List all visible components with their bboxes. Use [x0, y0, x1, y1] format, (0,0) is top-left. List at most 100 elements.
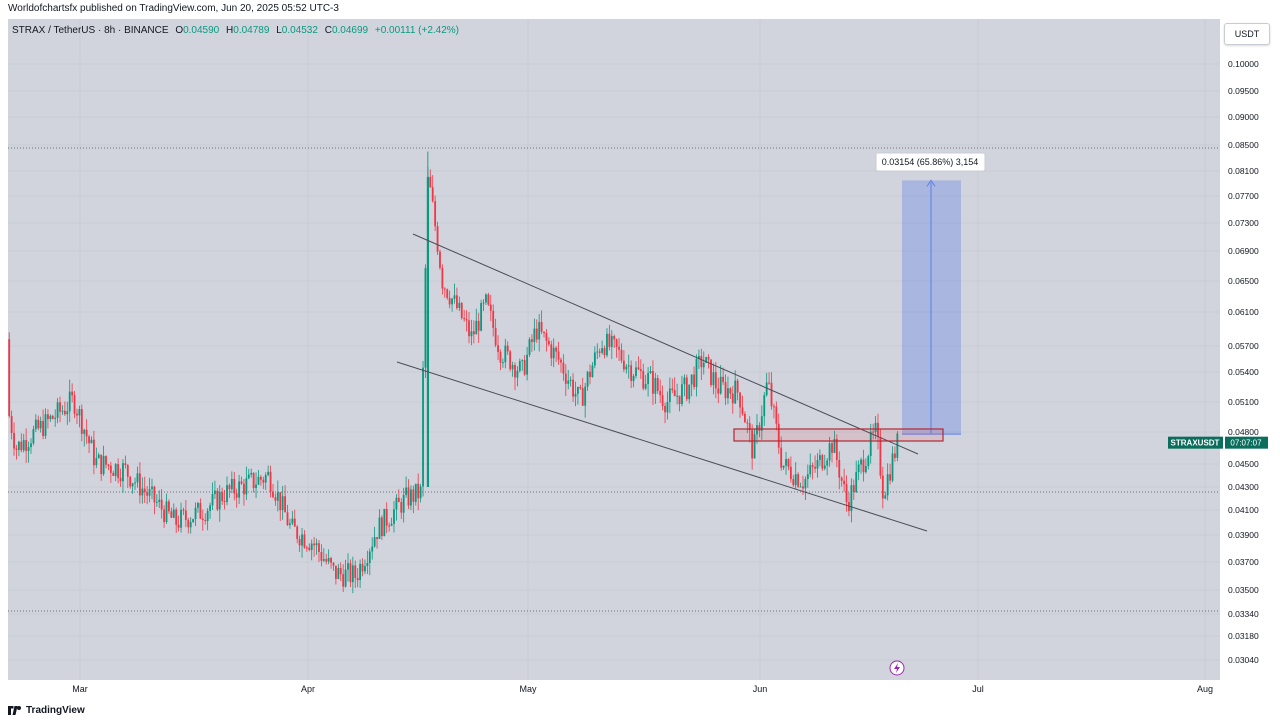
candle-body [852, 485, 855, 493]
chart-area[interactable] [8, 19, 1220, 680]
time-tick-label: Jun [753, 684, 768, 694]
candle-body [753, 434, 756, 459]
candle-body [789, 466, 792, 480]
candle-body [124, 463, 127, 466]
candle-body [857, 464, 860, 473]
candle-body [492, 310, 495, 329]
candle-body [216, 490, 219, 510]
candle-body [509, 351, 512, 370]
candle-body [160, 499, 163, 510]
candle-body [702, 362, 705, 368]
candle-body [775, 406, 778, 424]
candle-body [226, 485, 228, 502]
candle-body [543, 331, 545, 334]
candle-body [344, 569, 347, 587]
channel-lower-line [396, 361, 928, 532]
price-tick-label: 0.04100 [1228, 505, 1259, 515]
candle-body [378, 517, 381, 539]
candle-body [429, 176, 432, 188]
candle-body [463, 318, 466, 320]
symbol-name: STRAX / TetherUS · 8h · BINANCE [12, 25, 169, 36]
candle-body [487, 294, 490, 305]
candle-body [826, 460, 829, 466]
candle-body [117, 464, 120, 478]
last-price-symbol-tag [1168, 436, 1223, 449]
candle-body [782, 465, 785, 468]
channel-upper-line [412, 233, 919, 455]
candle-body [814, 466, 816, 469]
candle-body [681, 384, 683, 405]
candle-body [39, 420, 42, 429]
candle-body [284, 496, 286, 513]
price-tick-label: 0.03500 [1228, 585, 1259, 595]
measure-arrow-head-icon [926, 179, 936, 187]
candle-body [68, 391, 71, 412]
candle-body [337, 568, 340, 579]
candle-body [891, 453, 894, 481]
candle-body [155, 501, 158, 503]
candle-body [618, 346, 620, 350]
candle-body [168, 501, 170, 512]
price-tick-label: 0.08500 [1228, 140, 1259, 150]
candle-body [719, 376, 722, 394]
candle-body [255, 484, 257, 489]
price-tick-label: 0.03900 [1228, 530, 1259, 540]
candle-body [20, 441, 23, 451]
candle-body [83, 429, 86, 434]
candle-body [165, 501, 168, 523]
candle-body [119, 477, 122, 482]
candle-body [434, 201, 437, 227]
candle-body [42, 420, 44, 437]
candle-body [158, 499, 161, 502]
candle-body [313, 543, 316, 546]
candle-body [245, 478, 248, 495]
high-value: 0.04789 [233, 25, 270, 36]
currency-button[interactable]: USDT [1224, 23, 1270, 45]
candle-body [148, 489, 151, 496]
candle-body [620, 349, 623, 361]
candle-body [448, 297, 451, 305]
candle-body [63, 410, 66, 415]
candle-body [206, 510, 209, 522]
time-tick-label: Apr [301, 684, 315, 694]
candle-body [482, 302, 485, 304]
candle-body [569, 379, 572, 381]
candle-body [567, 380, 570, 384]
candle-body [540, 322, 543, 332]
candle-body [838, 460, 841, 478]
candle-body [644, 384, 647, 389]
candle-body [380, 517, 383, 537]
candle-body [867, 456, 870, 466]
candle-body [93, 439, 95, 466]
candle-body [451, 298, 453, 305]
candle-body [608, 333, 611, 348]
candle-body [560, 359, 562, 363]
candle-body [90, 439, 93, 444]
candle-body [460, 302, 463, 319]
candle-body [816, 460, 819, 469]
candle-body [710, 359, 712, 386]
candle-body [874, 422, 877, 433]
candle-body [192, 519, 195, 523]
candle-body [112, 472, 115, 476]
candle-body [712, 372, 715, 386]
candle-body [291, 518, 294, 524]
candle-body [368, 551, 371, 563]
candle-body [453, 295, 456, 299]
candle-body [361, 563, 364, 572]
candle-body [501, 362, 504, 364]
candle-body [262, 479, 265, 483]
close-label: C [324, 25, 332, 36]
candle-body [729, 388, 732, 394]
candle-body [376, 537, 378, 539]
candle-body [896, 433, 899, 458]
candle-body [419, 486, 422, 499]
candle-body [182, 509, 185, 511]
candle-body [105, 455, 107, 465]
candle-body [736, 380, 739, 393]
candle-body [431, 187, 434, 202]
candle-body [259, 476, 262, 480]
candle-body [804, 478, 807, 489]
candle-body [286, 512, 289, 526]
